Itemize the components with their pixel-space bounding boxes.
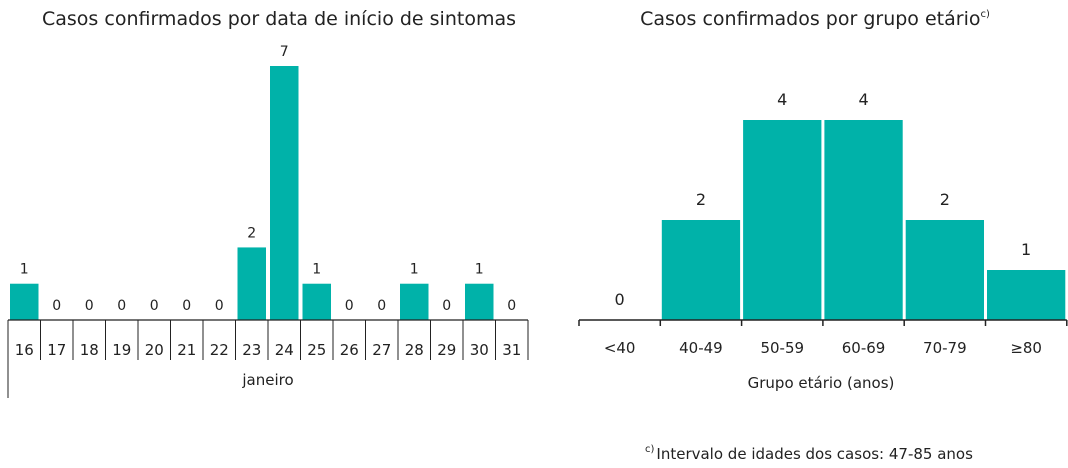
date-chart-x-axis-label: janeiro [241, 371, 293, 389]
date-tick-label-21: 21 [177, 341, 196, 359]
date-chart: Casos confirmados por data de início de … [7, 8, 529, 398]
date-data-label-21: 0 [182, 298, 191, 314]
date-data-label-23: 2 [247, 225, 256, 241]
age-chart-bars [661, 120, 1066, 320]
age-chart-title: Casos confirmados por grupo etárioc) [640, 8, 990, 30]
date-data-label-29: 0 [442, 298, 451, 314]
date-data-label-31: 0 [507, 298, 516, 314]
age-tick-label-70-79: 70-79 [923, 339, 967, 357]
date-data-label-30: 1 [475, 262, 484, 278]
age-data-label-50-59: 4 [777, 90, 787, 109]
date-chart-axis: 16 17 18 19 20 21 22 23 24 25 26 27 28 29 30 31 [7, 319, 529, 398]
date-bar-28 [400, 283, 429, 320]
date-data-label-24: 7 [280, 44, 289, 60]
date-data-label-27: 0 [377, 298, 386, 314]
age-bar-60-69 [824, 120, 903, 320]
footnote: c) Intervalo de idades dos casos: 47-85 a… [645, 444, 973, 463]
date-tick-label-29: 29 [437, 341, 456, 359]
date-data-label-25: 1 [312, 262, 321, 278]
age-data-label-60-69: 4 [858, 90, 868, 109]
date-chart-bars [10, 66, 494, 320]
date-chart-data-labels: 1 0 0 0 0 0 0 2 7 1 0 0 1 0 1 0 [20, 44, 516, 314]
date-tick-label-27: 27 [372, 341, 391, 359]
date-tick-label-28: 28 [405, 341, 424, 359]
date-tick-label-17: 17 [47, 341, 66, 359]
date-tick-label-31: 31 [502, 341, 521, 359]
age-data-label-70-79: 2 [940, 190, 950, 209]
age-bar-70-79 [905, 220, 984, 320]
age-data-label-40-49: 2 [696, 190, 706, 209]
age-tick-label-50-59: 50-59 [760, 339, 804, 357]
date-bar-23 [237, 247, 266, 320]
date-tick-label-24: 24 [275, 341, 294, 359]
date-bar-25 [302, 283, 331, 320]
age-tick-label-≥80: ≥80 [1010, 339, 1042, 357]
date-tick-label-22: 22 [210, 341, 229, 359]
date-data-label-26: 0 [345, 298, 354, 314]
date-tick-label-19: 19 [112, 341, 131, 359]
date-tick-label-23: 23 [242, 341, 261, 359]
date-bar-30 [465, 283, 494, 320]
date-tick-label-16: 16 [15, 341, 34, 359]
age-chart-axis: <40 40-49 50-59 60-69 70-79 ≥80 [578, 319, 1068, 357]
date-tick-label-30: 30 [470, 341, 489, 359]
age-chart-x-axis-label: Grupo etário (anos) [748, 374, 895, 392]
age-bar-40-49 [661, 220, 741, 320]
date-chart-title: Casos confirmados por data de início de … [42, 8, 516, 30]
age-data-label-<40: 0 [615, 290, 625, 309]
age-bar-≥80 [987, 270, 1066, 320]
date-bar-24 [270, 66, 299, 320]
date-tick-label-26: 26 [340, 341, 359, 359]
date-tick-label-20: 20 [145, 341, 164, 359]
age-tick-label-<40: <40 [604, 339, 636, 357]
date-bar-16 [10, 283, 39, 320]
age-chart-data-labels: 0 2 4 4 2 1 [615, 90, 1032, 309]
age-tick-label-60-69: 60-69 [842, 339, 886, 357]
date-data-label-28: 1 [410, 262, 419, 278]
age-tick-label-40-49: 40-49 [679, 339, 723, 357]
date-data-label-20: 0 [150, 298, 159, 314]
date-data-label-18: 0 [85, 298, 94, 314]
date-tick-label-25: 25 [307, 341, 326, 359]
date-data-label-22: 0 [215, 298, 224, 314]
age-data-label-≥80: 1 [1021, 240, 1031, 259]
date-data-label-19: 0 [117, 298, 126, 314]
date-tick-label-18: 18 [80, 341, 99, 359]
date-data-label-16: 1 [20, 262, 29, 278]
age-bar-50-59 [743, 120, 822, 320]
date-data-label-17: 0 [52, 298, 61, 314]
age-chart: Casos confirmados por grupo etárioc) 0 2 4… [578, 8, 1068, 392]
